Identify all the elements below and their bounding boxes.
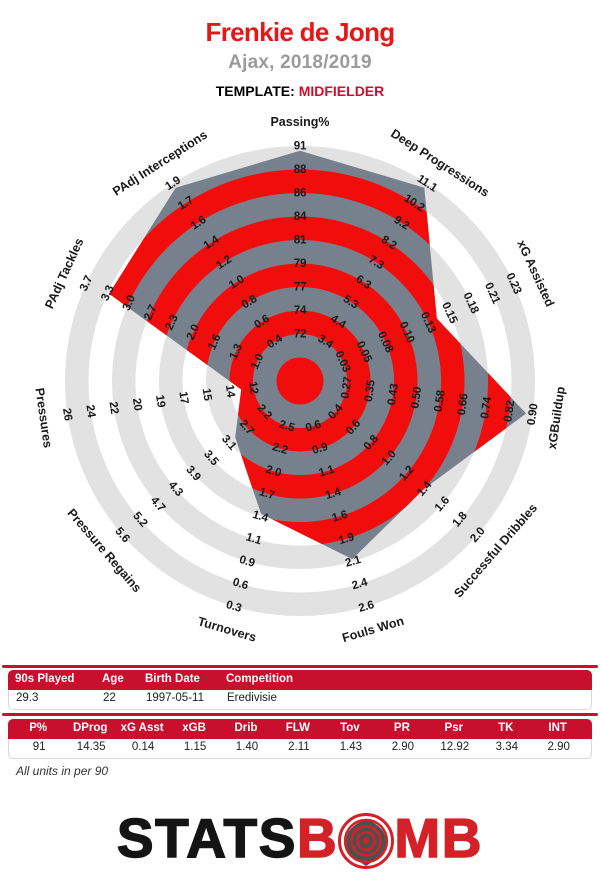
svg-text:2.4: 2.4 [350, 575, 369, 592]
svg-text:1.6: 1.6 [330, 508, 349, 525]
svg-text:79: 79 [294, 257, 307, 270]
svg-text:Pressures: Pressures [32, 387, 54, 449]
svg-text:1.9: 1.9 [337, 530, 356, 547]
svg-text:3.7: 3.7 [77, 274, 95, 294]
svg-text:81: 81 [294, 234, 307, 247]
svg-text:17: 17 [176, 391, 191, 405]
svg-text:Passing%: Passing% [270, 115, 329, 129]
svg-text:84: 84 [294, 210, 307, 223]
svg-text:0.35: 0.35 [362, 379, 378, 403]
svg-text:86: 86 [294, 187, 307, 200]
svg-text:xGBuildup: xGBuildup [545, 385, 568, 450]
svg-text:0.90: 0.90 [525, 403, 541, 426]
svg-text:0.50: 0.50 [408, 386, 424, 409]
svg-text:2.7: 2.7 [141, 303, 159, 323]
svg-text:2.2: 2.2 [271, 440, 290, 457]
svg-text:2.3: 2.3 [163, 312, 182, 332]
svg-text:0.66: 0.66 [455, 392, 471, 416]
svg-text:xG Assisted: xG Assisted [514, 238, 557, 309]
svg-text:15: 15 [200, 387, 215, 402]
svg-text:74: 74 [294, 304, 307, 317]
svg-text:Turnovers: Turnovers [196, 614, 258, 644]
svg-text:2.6: 2.6 [357, 598, 376, 615]
svg-text:0.6: 0.6 [304, 417, 323, 434]
svg-text:1.3: 1.3 [227, 341, 246, 361]
svg-text:88: 88 [294, 163, 307, 176]
svg-text:1.4: 1.4 [324, 485, 343, 502]
svg-text:1.4: 1.4 [251, 508, 270, 525]
svg-text:2.0: 2.0 [184, 322, 202, 342]
svg-text:14: 14 [223, 384, 238, 399]
svg-text:12: 12 [246, 381, 261, 395]
svg-text:20: 20 [130, 397, 145, 411]
svg-text:24: 24 [83, 404, 98, 419]
svg-text:91: 91 [294, 140, 307, 153]
svg-text:2.0: 2.0 [264, 463, 283, 480]
svg-text:0.27: 0.27 [339, 376, 355, 399]
svg-text:0.9: 0.9 [238, 553, 257, 570]
svg-text:2.1: 2.1 [344, 553, 363, 570]
svg-text:0.3: 0.3 [225, 598, 244, 615]
svg-text:0.6: 0.6 [231, 575, 250, 592]
svg-text:1.6: 1.6 [205, 332, 224, 352]
svg-text:0.82: 0.82 [501, 399, 517, 422]
svg-text:1.1: 1.1 [244, 530, 263, 547]
svg-text:1.1: 1.1 [317, 463, 336, 480]
svg-text:0.74: 0.74 [478, 395, 494, 419]
svg-text:26: 26 [60, 407, 75, 422]
svg-text:2.5: 2.5 [278, 418, 297, 435]
svg-text:72: 72 [294, 328, 307, 341]
svg-text:3.0: 3.0 [120, 293, 138, 313]
svg-text:1.0: 1.0 [248, 352, 266, 372]
svg-text:0.43: 0.43 [385, 382, 401, 406]
svg-text:3.3: 3.3 [98, 283, 117, 303]
svg-text:19: 19 [153, 394, 168, 409]
svg-text:Fouls Won: Fouls Won [340, 614, 405, 645]
svg-text:0.58: 0.58 [432, 389, 448, 413]
svg-text:77: 77 [294, 281, 307, 294]
svg-text:22: 22 [107, 401, 122, 415]
svg-text:0.9: 0.9 [311, 440, 330, 457]
svg-text:1.7: 1.7 [258, 485, 277, 502]
